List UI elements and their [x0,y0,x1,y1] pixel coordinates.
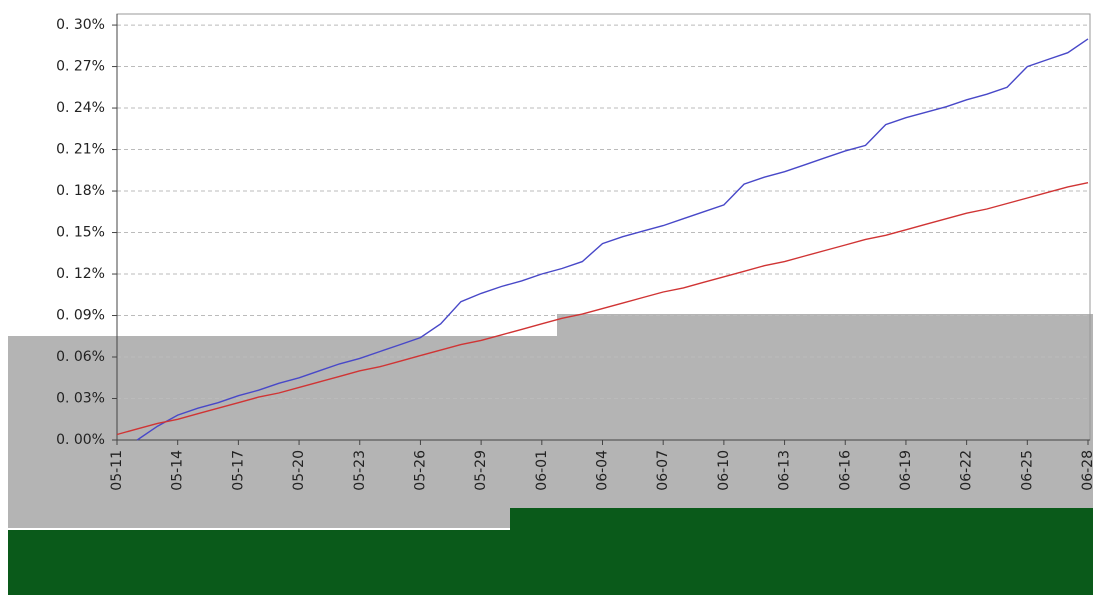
plot: 0. 00% 0. 03% 0. 06% 0. 09% 0. 12% 0. 15% 0. 1… [56,14,1093,491]
y-tick-label: 0. 12% [56,266,105,282]
y-tick-label: 0. 21% [56,142,105,158]
x-tick-label: 06-10 [716,450,732,491]
x-tick-label: 06-04 [595,450,611,491]
x-tick-label: 06-13 [777,450,793,491]
x-tick-label: 05-23 [352,450,368,491]
x-tick-label: 06-16 [837,450,853,491]
y-tick-label: 0. 00% [56,432,105,448]
x-tick-label: 06-28 [1080,450,1093,491]
x-tick-label: 05-17 [230,450,246,491]
x-tick-label: 06-22 [959,450,975,491]
y-tick-label: 0. 30% [56,17,105,33]
x-tick-label: 06-25 [1019,450,1035,491]
y-tick-label: 0. 06% [56,349,105,365]
y-tick-label: 0. 09% [56,308,105,324]
x-tick-label: 06-19 [898,450,914,491]
y-tick-label: 0. 03% [56,391,105,407]
series-line [116,182,1089,436]
series-line [136,38,1089,441]
y-tick-label: 0. 15% [56,225,105,241]
overlay-gray [557,314,1093,336]
x-tick-label: 05-11 [109,450,125,491]
y-tick-label: 0. 27% [56,59,105,75]
x-tick-label: 05-26 [412,450,428,491]
overlay-green [510,508,1093,530]
y-tick-label: 0. 24% [56,100,105,116]
y-tick-label: 0. 18% [56,183,105,199]
x-tick-label: 05-20 [291,450,307,491]
x-tick-label: 06-07 [655,450,671,491]
x-tick-label: 06-01 [534,450,550,491]
overlay-gray [8,336,1093,528]
x-tick-label: 05-14 [170,450,186,491]
x-tick-label: 05-29 [473,450,489,491]
overlay-green [8,530,1093,595]
